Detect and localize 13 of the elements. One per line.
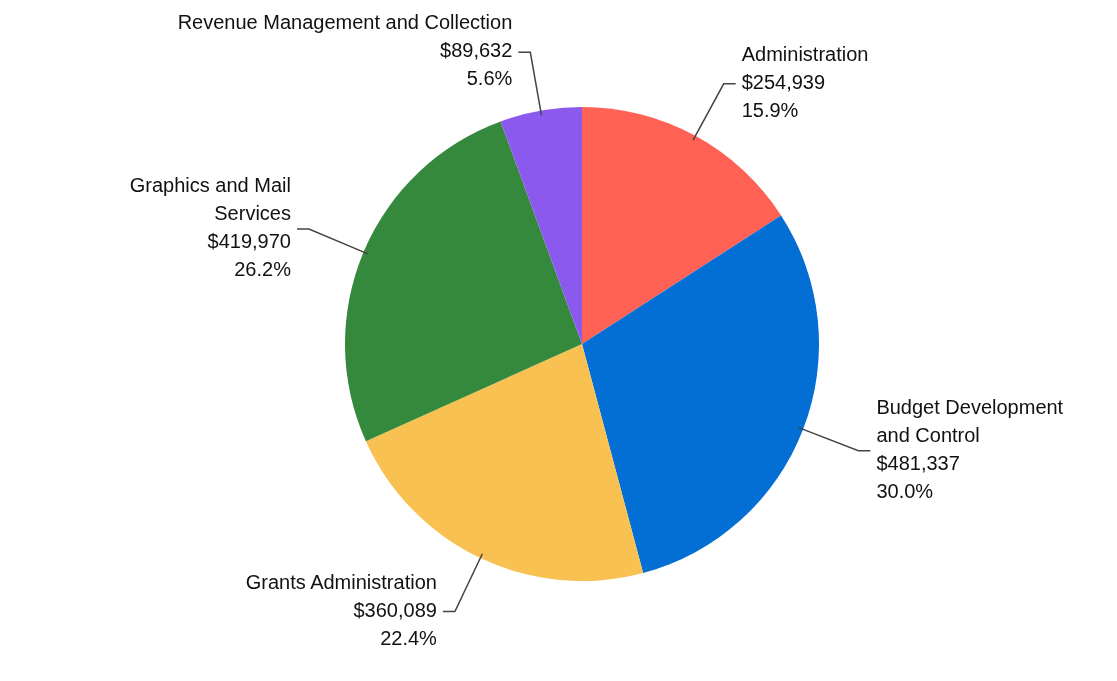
slice-label: Administration <box>741 43 869 66</box>
slice-label: Graphics and Mail Services <box>129 174 291 225</box>
slice-label: Revenue Management and Collection <box>177 11 513 34</box>
slice-label: Budget Development and Control <box>876 395 1064 446</box>
data-label: $481,337 30.0% <box>876 451 960 502</box>
data-label: $254,939 15.9% <box>741 71 826 122</box>
pie-slice <box>345 121 582 442</box>
data-label: $89,632 5.6% <box>440 39 513 90</box>
data-label: $419,970 26.2% <box>207 230 292 281</box>
slice-label: Grants Administration <box>245 570 437 593</box>
pie-slice <box>500 107 582 344</box>
data-label: $360,089 22.4% <box>353 598 438 649</box>
pie-slice <box>582 215 819 573</box>
